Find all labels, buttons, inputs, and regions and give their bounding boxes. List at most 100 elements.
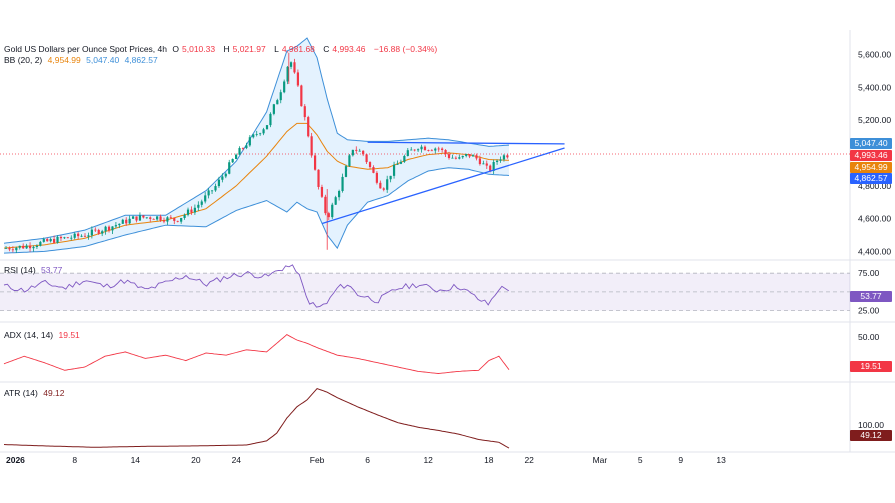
candle-body <box>39 241 42 246</box>
candle-body <box>66 237 69 239</box>
candle-body <box>379 182 382 189</box>
symbol-title[interactable]: Gold US Dollars per Ounce Spot Prices, 4… <box>4 44 167 54</box>
candle-body <box>489 165 492 171</box>
candle-body <box>502 155 506 160</box>
candle-body <box>447 154 451 159</box>
candle-body <box>334 197 337 205</box>
candle-body <box>300 85 303 107</box>
lower-trendline <box>321 147 565 225</box>
candle-body <box>8 248 11 250</box>
candle-body <box>22 245 25 249</box>
candle-body <box>228 162 231 174</box>
adx-legend-value: 19.51 <box>58 330 80 340</box>
candle-body <box>166 217 169 222</box>
candle-body <box>348 155 351 167</box>
candle-body <box>248 137 251 146</box>
candle-body <box>344 166 348 177</box>
candle-body <box>207 190 210 196</box>
candle-body <box>101 231 104 234</box>
price-axis-label: 5,400.00 <box>858 82 891 92</box>
candle-body <box>138 215 142 221</box>
candle-body <box>145 217 148 219</box>
candle-body <box>437 148 440 150</box>
candle-body <box>320 186 324 197</box>
candle-body <box>465 154 468 156</box>
candle-body <box>107 226 111 231</box>
candle-body <box>331 204 334 218</box>
time-axis-label: 13 <box>716 455 726 465</box>
close-label: C <box>323 44 330 54</box>
candle-body <box>283 81 286 93</box>
time-axis-label: 5 <box>638 455 643 465</box>
candle-body <box>313 155 317 170</box>
candle-body <box>430 150 433 152</box>
candle-body <box>355 149 358 151</box>
candle-body <box>111 226 114 231</box>
atr-value-tag: 49.12 <box>850 430 892 441</box>
candle-body <box>59 236 63 239</box>
candle-body <box>413 149 416 151</box>
candle-body <box>125 219 128 224</box>
rsi-label[interactable]: RSI (14) <box>4 265 36 275</box>
price-axis-label: 4,600.00 <box>858 214 891 224</box>
candle-body <box>97 229 100 234</box>
candle-body <box>482 163 485 165</box>
close-value: 4,993.46 <box>332 44 366 54</box>
candle-body <box>52 238 56 243</box>
open-value: 5,010.33 <box>182 44 216 54</box>
candle-body <box>70 237 73 239</box>
candle-body <box>169 217 172 219</box>
candle-body <box>351 149 354 156</box>
candle-body <box>468 154 471 157</box>
bb-upper-value: 5,047.40 <box>86 55 120 65</box>
candle-body <box>28 245 32 249</box>
candle-body <box>499 159 502 161</box>
candle-body <box>262 129 265 134</box>
candle-body <box>193 207 196 213</box>
candle-body <box>94 229 97 231</box>
candle-body <box>73 233 76 238</box>
candle-body <box>327 213 330 218</box>
adx-label[interactable]: ADX (14, 14) <box>4 330 54 340</box>
time-axis-label: 20 <box>191 455 201 465</box>
candle-body <box>406 150 409 157</box>
bollinger-upper-line <box>3 37 510 244</box>
candle-body <box>56 236 59 243</box>
candle-body <box>118 223 121 226</box>
candle-body <box>417 149 420 151</box>
upper-trendline <box>367 141 565 145</box>
time-axis-label: 9 <box>678 455 683 465</box>
rsi-value-tag: 53.77 <box>850 291 892 302</box>
adx-axis-label: 50.00 <box>858 332 880 342</box>
candle-body <box>217 179 221 187</box>
candle-body <box>420 146 423 150</box>
candle-body <box>245 145 248 149</box>
candle-body <box>265 125 269 130</box>
bb-label[interactable]: BB (20, 2) <box>4 55 43 65</box>
change-value: −16.88 (−0.34%) <box>373 44 438 54</box>
candle-body <box>303 106 306 118</box>
candle-body <box>289 62 293 67</box>
candle-body <box>272 104 275 114</box>
candle-body <box>454 157 457 159</box>
time-axis-label: 24 <box>232 455 242 465</box>
candle-body <box>296 72 300 86</box>
candle-body <box>396 163 399 165</box>
candle-body <box>423 146 427 151</box>
candle-body <box>149 217 152 219</box>
candle-body <box>358 150 361 152</box>
candle-body <box>399 161 403 164</box>
candle-body <box>461 155 464 158</box>
atr-legend: ATR (14) 49.12 <box>4 388 68 399</box>
candle-body <box>375 172 378 183</box>
candle-body <box>451 157 454 159</box>
candle-body <box>403 156 406 162</box>
candle-body <box>475 155 478 159</box>
atr-label[interactable]: ATR (14) <box>4 388 38 398</box>
high-label: H <box>223 44 230 54</box>
candle-body <box>389 175 392 180</box>
candle-body <box>42 239 45 242</box>
candle-body <box>495 160 499 163</box>
price-axis-label: 4,800.00 <box>858 181 891 191</box>
